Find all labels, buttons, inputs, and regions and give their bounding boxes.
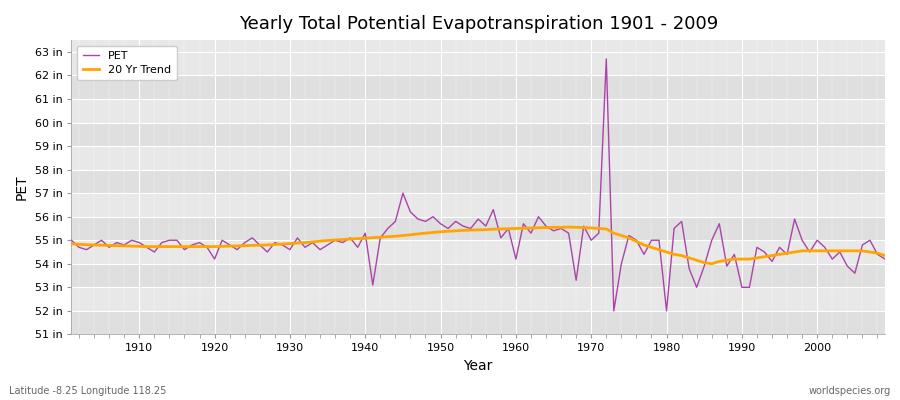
Y-axis label: PET: PET (15, 174, 29, 200)
Bar (71, 287, 885, 311)
X-axis label: Year: Year (464, 359, 493, 373)
Bar (71, 170, 885, 193)
PET (503, 226, 514, 231)
Bar (71, 76, 885, 99)
20 Yr Trend (608, 231, 619, 236)
PET (616, 261, 626, 266)
Line: PET: PET (71, 59, 885, 311)
PET (126, 238, 137, 243)
PET (66, 238, 77, 243)
Bar (71, 52, 885, 76)
20 Yr Trend (292, 241, 302, 246)
PET (879, 257, 890, 262)
PET (608, 308, 619, 313)
Bar (71, 122, 885, 146)
20 Yr Trend (503, 226, 514, 231)
PET (510, 257, 521, 262)
PET (338, 240, 348, 245)
Bar (71, 264, 885, 287)
Legend: PET, 20 Yr Trend: PET, 20 Yr Trend (77, 46, 176, 80)
Bar (71, 193, 885, 217)
20 Yr Trend (563, 225, 574, 230)
Text: Latitude -8.25 Longitude 118.25: Latitude -8.25 Longitude 118.25 (9, 386, 166, 396)
Text: worldspecies.org: worldspecies.org (809, 386, 891, 396)
Bar (71, 240, 885, 264)
Bar (71, 217, 885, 240)
20 Yr Trend (706, 261, 717, 266)
20 Yr Trend (66, 241, 77, 246)
Bar (71, 146, 885, 170)
20 Yr Trend (879, 253, 890, 258)
Bar (71, 99, 885, 122)
20 Yr Trend (338, 237, 348, 242)
Line: 20 Yr Trend: 20 Yr Trend (71, 227, 885, 264)
Bar (71, 311, 885, 334)
PET (292, 236, 302, 240)
20 Yr Trend (510, 226, 521, 231)
Title: Yearly Total Potential Evapotranspiration 1901 - 2009: Yearly Total Potential Evapotranspiratio… (238, 15, 718, 33)
PET (601, 56, 612, 61)
20 Yr Trend (126, 244, 137, 248)
